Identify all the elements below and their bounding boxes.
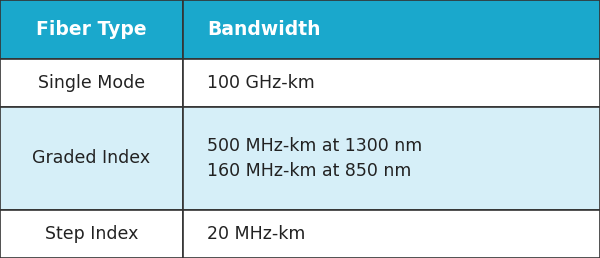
Text: 500 MHz-km at 1300 nm
160 MHz-km at 850 nm: 500 MHz-km at 1300 nm 160 MHz-km at 850 … [207, 136, 422, 180]
Text: Fiber Type: Fiber Type [36, 20, 147, 39]
Bar [183, 0, 600, 59]
Bar [183, 210, 600, 258]
Text: Step Index: Step Index [45, 225, 138, 243]
Text: 100 GHz-km: 100 GHz-km [207, 74, 315, 92]
Bar [0, 59, 183, 107]
Bar [0, 210, 183, 258]
Bar [183, 107, 600, 210]
Bar [183, 59, 600, 107]
Bar [0, 0, 183, 59]
Bar [0, 107, 183, 210]
Text: Bandwidth: Bandwidth [207, 20, 320, 39]
Text: Single Mode: Single Mode [38, 74, 145, 92]
Text: Graded Index: Graded Index [32, 149, 151, 167]
Text: 20 MHz-km: 20 MHz-km [207, 225, 305, 243]
